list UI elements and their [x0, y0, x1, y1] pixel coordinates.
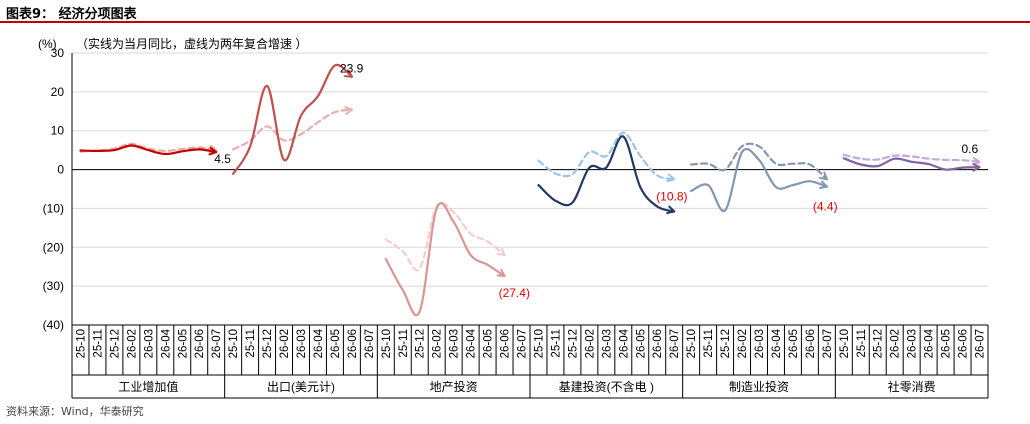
group-label: 社零消费 [888, 379, 936, 394]
group-label: 地产投资 [430, 379, 478, 394]
x-tick-label: 25-11 [550, 329, 562, 358]
x-tick-label: 26-03 [449, 329, 461, 358]
source-note: 资料来源：Wind，华泰研究 [6, 405, 144, 418]
x-tick-label: 26-03 [296, 329, 308, 358]
series-dashed [842, 153, 981, 163]
x-tick-label: 26-04 [618, 328, 630, 358]
x-tick-label: 25-10 [228, 329, 240, 358]
y-tick-label: 20 [51, 85, 65, 99]
x-tick-label: 26-06 [500, 329, 512, 358]
x-tick-label: 25-10 [686, 329, 698, 358]
x-tick-label: 26-04 [313, 328, 325, 358]
x-tick-label: 25-11 [245, 329, 257, 358]
x-tick-label: 25-12 [415, 329, 427, 358]
x-tick-label: 25-12 [567, 329, 579, 358]
label-layer: 4.5 23.9 (27.4) (10.8) (4.4) 0.6 [214, 62, 978, 300]
series-solid [384, 202, 506, 317]
x-tick-label: 26-04 [466, 328, 478, 358]
title-divider [0, 21, 1030, 23]
x-tick-label: 26-04 [771, 328, 783, 358]
y-axis-label: (%) [38, 37, 57, 51]
data-label: 4.5 [214, 152, 231, 166]
y-tick-label: 0 [57, 163, 64, 177]
x-tick-label: 25-11 [92, 329, 104, 358]
series-dashed [384, 201, 506, 272]
y-tick-label: 30 [51, 46, 65, 60]
x-tick-label: 26-02 [432, 329, 444, 358]
series-solid [690, 147, 828, 213]
x-tick-label: 25-12 [720, 329, 732, 358]
data-label: (10.8) [656, 190, 687, 204]
x-tick-label: 26-06 [194, 329, 206, 358]
y-tick-label: (20) [43, 240, 64, 254]
x-tick-label: 25-10 [839, 329, 851, 358]
x-tick-label: 26-05 [788, 329, 800, 358]
grid-layer [72, 52, 988, 326]
x-tick-label: 26-03 [754, 329, 766, 358]
group-label: 基建投资(不含电 ) [559, 379, 654, 394]
x-tick-label: 26-07 [517, 329, 529, 358]
x-tick-label: 26-06 [652, 329, 664, 358]
group-label: 工业增加值 [118, 379, 178, 394]
y-tick-label: (30) [43, 279, 64, 293]
x-tick-label: 26-02 [279, 329, 291, 358]
data-label: (4.4) [813, 200, 838, 214]
x-tick-label: 25-12 [873, 329, 885, 358]
chart-note: （实线为当月同比，虚线为两年复合增速 ） [76, 36, 307, 51]
x-tick-label: 25-10 [75, 329, 87, 358]
x-tick-label: 25-12 [262, 329, 274, 358]
x-tick-label: 26-07 [211, 329, 223, 358]
x-tick-label: 26-06 [958, 329, 970, 358]
x-tick-label: 26-02 [737, 329, 749, 358]
x-tick-label: 25-10 [533, 329, 545, 358]
data-label: 0.6 [962, 142, 979, 156]
y-tick-label: (10) [43, 201, 64, 215]
x-tick-label: 26-07 [975, 329, 987, 358]
data-label: 23.9 [340, 62, 364, 76]
series-dashed [537, 131, 676, 181]
x-tick-label: 26-07 [364, 329, 376, 358]
axis-layer: 30 20 10 0 (10) (20) (30) (40) 25-10 25-11 25-12 26… [43, 46, 989, 399]
y-tick-label: 10 [51, 124, 65, 138]
series-layer [79, 63, 981, 317]
x-tick-label: 26-05 [330, 329, 342, 358]
x-tick-label: 26-06 [805, 329, 817, 358]
x-tick-label: 26-02 [126, 329, 138, 358]
x-tick-label: 25-11 [703, 329, 715, 358]
x-tick-label: 26-02 [890, 329, 902, 358]
group-label: 出口(美元计) [267, 380, 335, 394]
x-tick-label: 26-03 [907, 329, 919, 358]
x-tick-label: 26-05 [941, 329, 953, 358]
x-tick-label: 26-05 [635, 329, 647, 358]
x-tick-label: 26-07 [669, 329, 681, 358]
data-label: (27.4) [499, 286, 530, 300]
x-tick-label: 25-11 [398, 329, 410, 358]
x-tick-label: 26-03 [143, 329, 155, 358]
group-label: 制造业投资 [729, 379, 789, 394]
series-solid [232, 63, 353, 175]
x-tick-label: 26-04 [924, 328, 936, 358]
x-tick-label: 26-02 [584, 329, 596, 358]
x-tick-label: 25-11 [856, 329, 868, 358]
x-tick-label: 26-06 [347, 329, 359, 358]
x-tick-label: 26-07 [822, 329, 834, 358]
x-tick-label: 25-10 [381, 329, 393, 358]
y-tick-label: (40) [43, 318, 64, 332]
figure-title: 图表9： 经济分项图表 [6, 7, 137, 22]
x-tick-label: 26-05 [177, 329, 189, 358]
x-tick-label: 26-05 [483, 329, 495, 358]
x-tick-label: 25-12 [109, 329, 121, 358]
x-tick-label: 26-04 [160, 328, 172, 358]
x-tick-label: 26-03 [601, 329, 613, 358]
